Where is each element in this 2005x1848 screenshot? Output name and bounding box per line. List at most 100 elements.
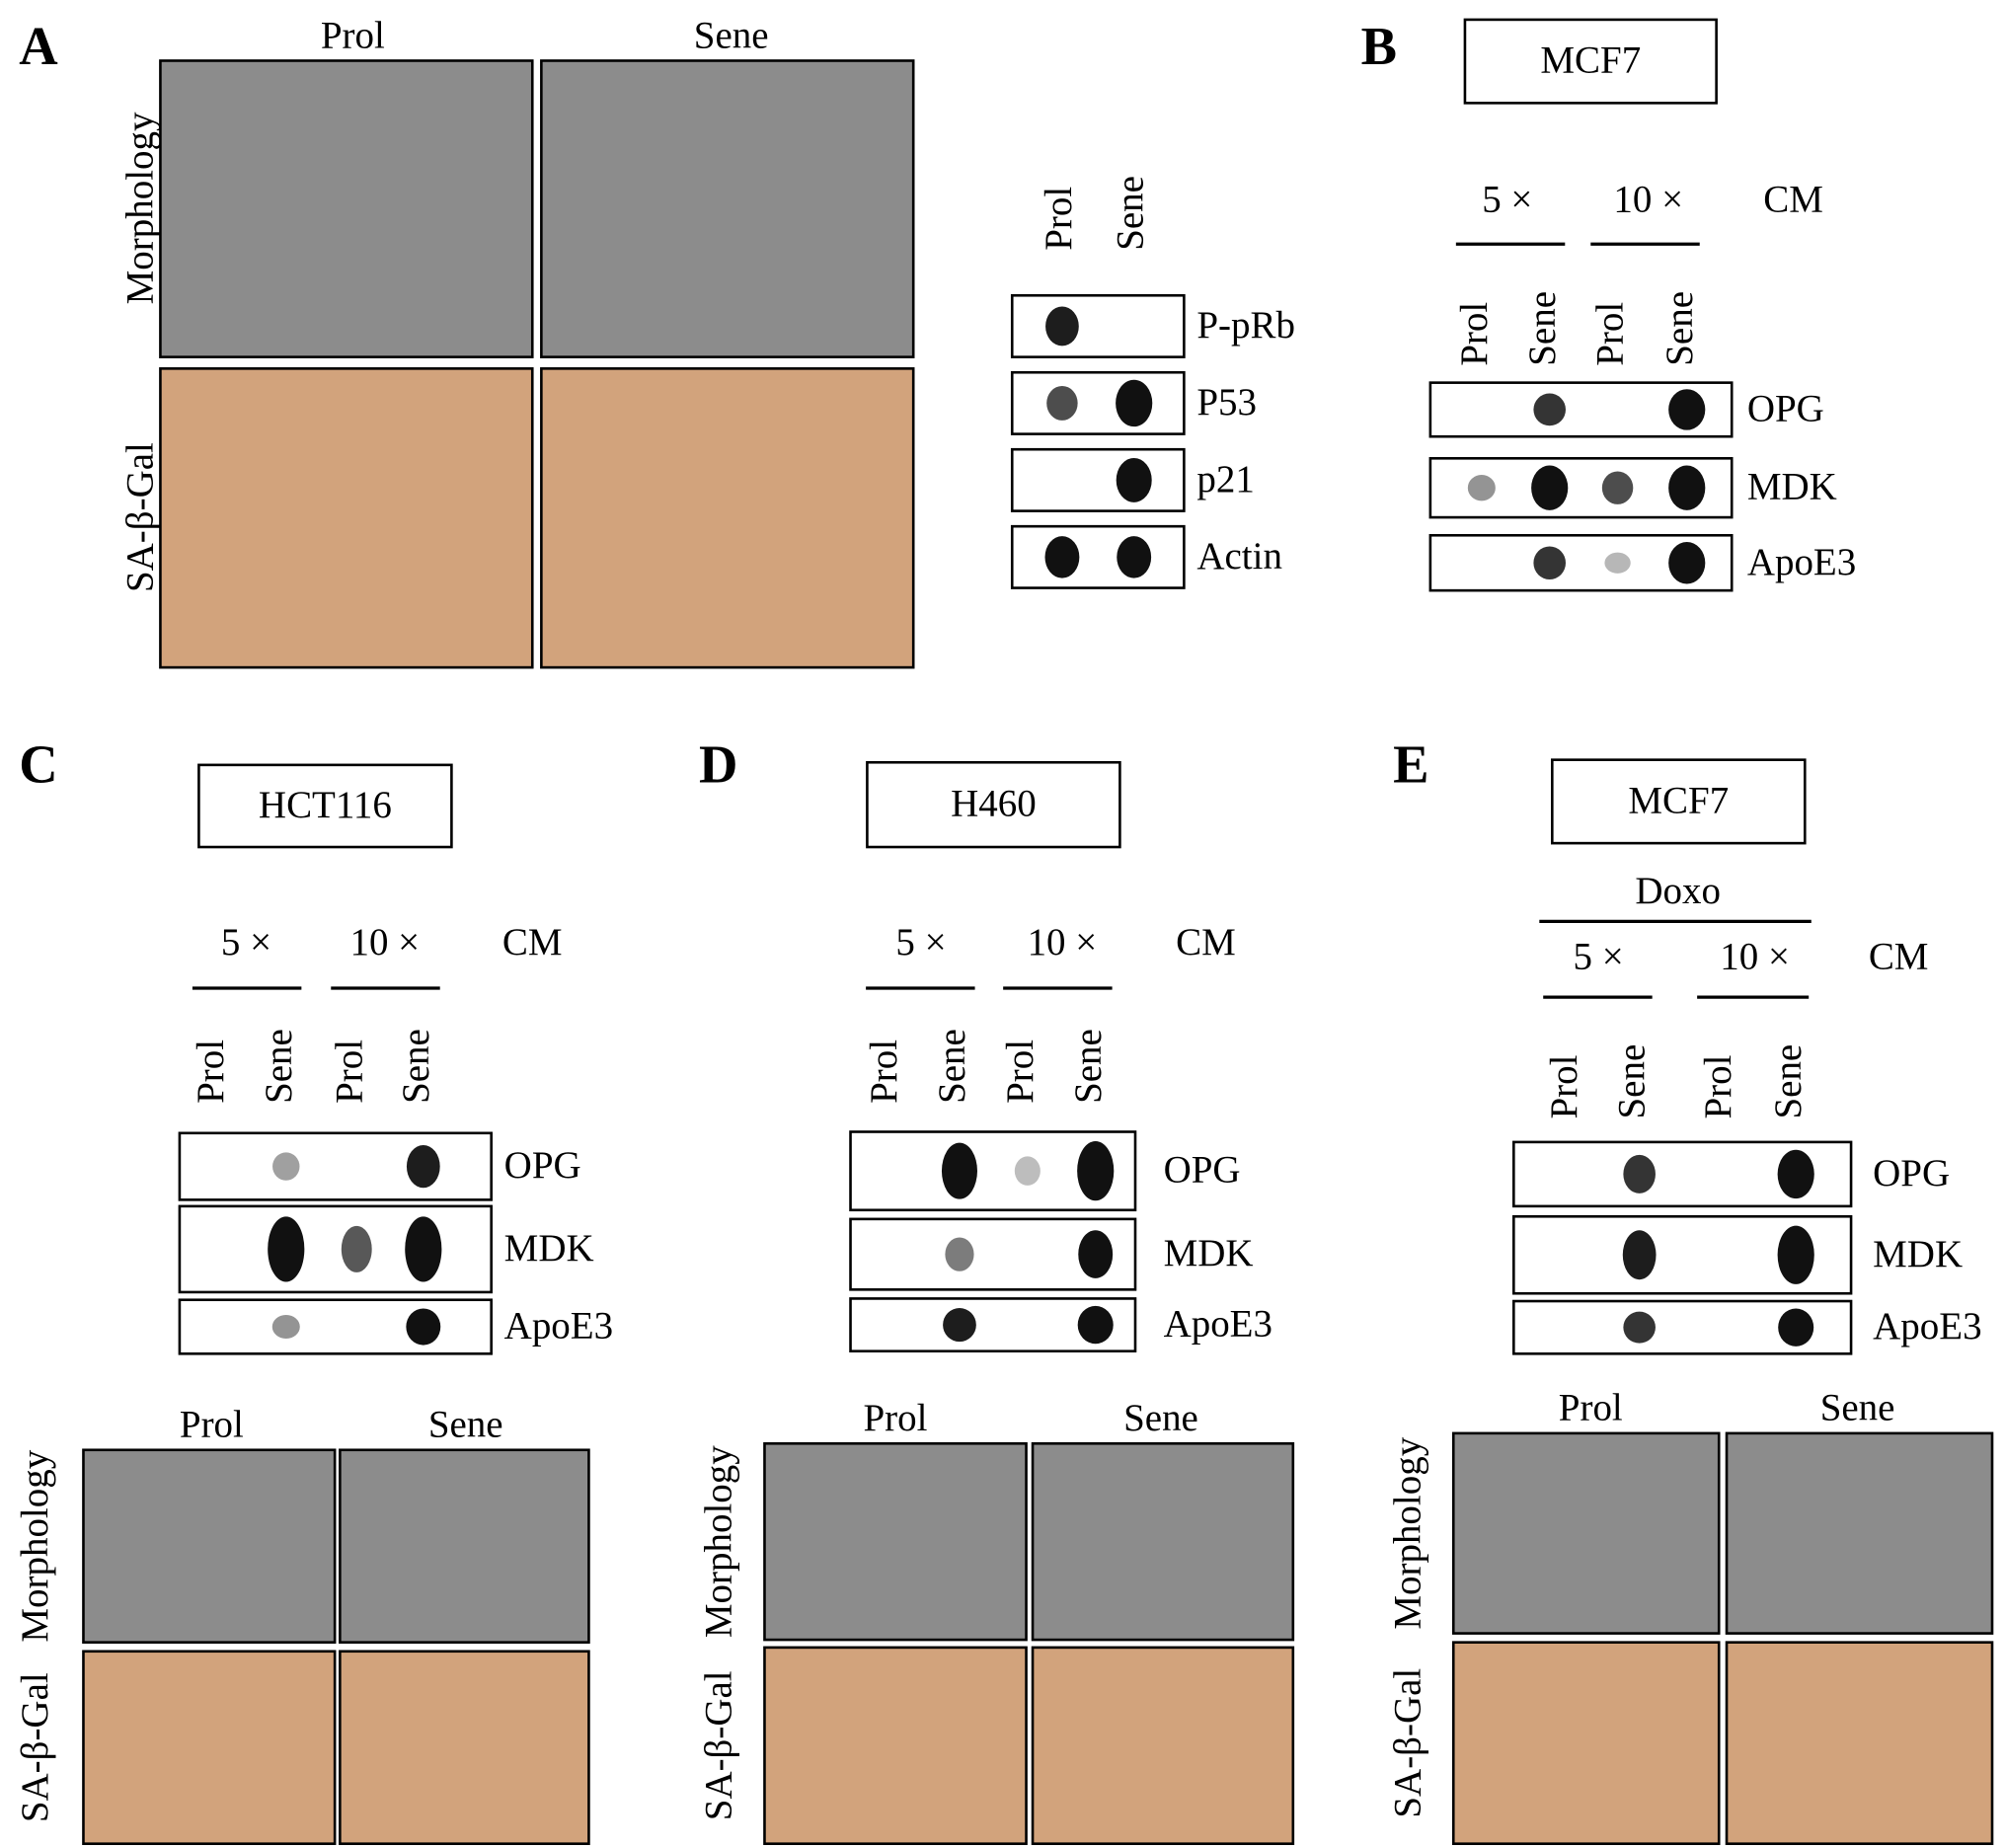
blot-label: OPG: [504, 1144, 581, 1187]
column-label: Sene: [428, 1404, 503, 1446]
lane-label: Prol: [328, 1040, 370, 1104]
blot-label: OPG: [1747, 387, 1824, 429]
blot-strip: [1010, 447, 1186, 512]
blot-band: [1467, 475, 1496, 501]
lane-label: Sene: [258, 1029, 300, 1104]
sa-beta-gal-image: [82, 1650, 337, 1845]
blot-band: [1116, 457, 1152, 502]
lane-label: Sene: [1767, 1044, 1810, 1119]
blot-label: ApoE3: [504, 1305, 613, 1348]
blot-band: [941, 1142, 977, 1199]
blot-band: [406, 1144, 440, 1189]
dose-label: 5 ×: [1573, 935, 1623, 977]
dose-label: 5 ×: [895, 921, 946, 963]
sa-beta-gal-image: [1031, 1646, 1295, 1845]
sa-beta-gal-image: [1451, 1641, 1721, 1845]
blot-band: [1623, 1154, 1656, 1194]
blot-band: [1533, 546, 1566, 579]
medium-label: CM: [502, 921, 563, 963]
blot-label: P53: [1196, 381, 1257, 424]
blot-band: [1668, 541, 1706, 584]
blot-strip: [178, 1298, 493, 1355]
lane-label: Prol: [1038, 187, 1080, 251]
column-label: Sene: [1123, 1397, 1198, 1439]
dose-label: 5 ×: [1482, 179, 1532, 221]
blot-band: [406, 1308, 441, 1346]
medium-label: CM: [1869, 935, 1929, 977]
blot-strip: [178, 1131, 493, 1201]
morphology-image: [763, 1441, 1028, 1642]
row-label: Morphology: [698, 1445, 740, 1638]
row-label: SA-β-Gal: [698, 1670, 740, 1820]
morphology-image: [159, 59, 534, 358]
lane-label: Prol: [1453, 302, 1496, 366]
row-label: SA-β-Gal: [118, 442, 161, 592]
blot-band: [943, 1308, 976, 1343]
lane-label: Sene: [1611, 1044, 1654, 1119]
column-label: Prol: [180, 1404, 244, 1446]
row-label: Morphology: [118, 112, 161, 304]
cell-line-box: [1551, 758, 1807, 845]
blot-band: [1623, 1311, 1656, 1344]
blot-band: [1078, 1230, 1114, 1278]
lane-label: Prol: [190, 1040, 232, 1104]
blot-label: ApoE3: [1747, 541, 1856, 583]
blot-band: [1531, 465, 1569, 510]
morphology-image: [1725, 1431, 1994, 1635]
blot-label: Actin: [1196, 535, 1282, 578]
lane-label: Prol: [863, 1040, 905, 1104]
morphology-image: [82, 1448, 337, 1644]
cell-line-box: [197, 763, 453, 849]
panel-letter: C: [19, 734, 57, 795]
blot-band: [1044, 536, 1080, 578]
morphology-image: [339, 1448, 590, 1644]
column-label: Prol: [1559, 1387, 1623, 1429]
sa-beta-gal-image: [339, 1650, 590, 1845]
blot-label: OPG: [1164, 1149, 1241, 1192]
blot-band: [1014, 1156, 1041, 1186]
dose-label: 5 ×: [221, 921, 271, 963]
column-label: Sene: [1820, 1387, 1895, 1429]
blot-band: [341, 1225, 372, 1272]
lane-label: Sene: [1110, 176, 1152, 251]
blot-label: ApoE3: [1873, 1305, 1981, 1348]
row-label: Morphology: [1386, 1436, 1428, 1629]
cell-line-label: MCF7: [1628, 779, 1729, 821]
blot-label: ApoE3: [1164, 1303, 1272, 1346]
blot-band: [1601, 471, 1634, 504]
blot-strip: [178, 1204, 493, 1294]
blot-label: p21: [1196, 458, 1254, 500]
cell-line-box: [866, 760, 1121, 849]
blot-band: [945, 1237, 974, 1271]
blot-band: [1077, 1141, 1115, 1201]
panel-letter: D: [699, 734, 737, 795]
lane-label: Prol: [1697, 1054, 1739, 1118]
cell-line-label: MCF7: [1540, 39, 1641, 82]
lane-label: Sene: [1067, 1029, 1110, 1104]
blot-band: [1777, 1149, 1814, 1199]
sa-beta-gal-image: [159, 367, 534, 669]
lane-label: Prol: [1543, 1054, 1585, 1118]
blot-band: [1077, 1305, 1114, 1345]
blot-band: [1046, 385, 1078, 421]
blot-band: [1604, 552, 1631, 574]
cell-line-label: H460: [951, 783, 1037, 825]
cell-line-box: [1463, 18, 1718, 105]
dose-label: 10 ×: [1613, 179, 1683, 221]
treatment-label: Doxo: [1635, 870, 1721, 912]
morphology-image: [1451, 1431, 1721, 1635]
sa-beta-gal-image: [1725, 1641, 1994, 1845]
blot-band: [1622, 1230, 1657, 1280]
blot-strip: [1010, 293, 1186, 358]
morphology-image: [1031, 1441, 1295, 1642]
row-label: SA-β-Gal: [14, 1672, 56, 1822]
blot-label: P-pRb: [1196, 304, 1295, 346]
lane-label: Sene: [1521, 291, 1564, 366]
blot-label: MDK: [1164, 1232, 1254, 1274]
blot-band: [1668, 389, 1706, 430]
dose-label: 10 ×: [1028, 921, 1098, 963]
dose-label: 10 ×: [349, 921, 420, 963]
blot-band: [268, 1216, 305, 1282]
